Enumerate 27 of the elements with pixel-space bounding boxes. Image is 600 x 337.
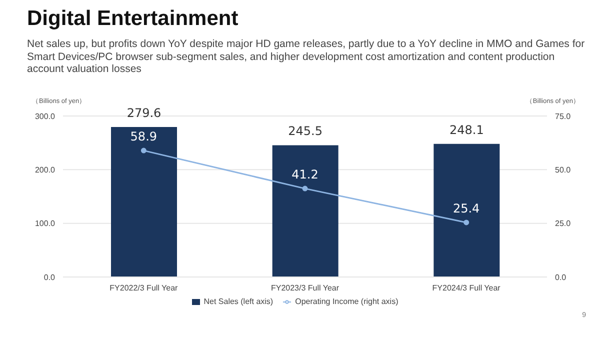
x-tick-label: FY2024/3 Full Year: [432, 284, 501, 293]
y-tick-label: 100.0: [34, 219, 56, 228]
y2-tick-label: 25.0: [555, 219, 572, 228]
chart-title: Digital Entertainment: [27, 7, 238, 31]
legend-label: Net Sales (left axis): [204, 297, 274, 306]
y-tick-label: 200.0: [34, 166, 56, 175]
data-label: 279.6: [126, 106, 162, 120]
x-tick-label: FY2023/3 Full Year: [270, 284, 340, 293]
y2-tick-label: 75.0: [555, 112, 572, 121]
data-label: 41.2: [292, 168, 318, 182]
data-label: 248.1: [449, 122, 484, 137]
bar: [111, 126, 177, 277]
bar: [434, 144, 500, 277]
y-tick-label: 0.0: [44, 272, 56, 282]
point: [464, 220, 470, 226]
chart-subtitle: Net sales up, but profits down YoY despite major HD game releases, partly due to a YoY decline in MMO and Games for Smart Devices/PC browser sub-segment sales, and higher development cost amortization and content production account valuation losses: [27, 38, 586, 76]
point: [140, 148, 146, 154]
data-label: 245.5: [288, 124, 323, 138]
bar: [272, 145, 338, 277]
y2-tick-label: 0.0: [555, 272, 567, 282]
legend-label: Operating Income (right axis): [295, 297, 398, 306]
y-tick-label: 300.0: [34, 112, 56, 121]
x-tick-label: FY2022/3 Full Year: [110, 284, 178, 293]
data-label: 25.4: [452, 201, 480, 216]
data-label: 58.9: [130, 130, 158, 144]
point: [302, 186, 308, 192]
y2-tick-label: 50.0: [555, 166, 572, 175]
